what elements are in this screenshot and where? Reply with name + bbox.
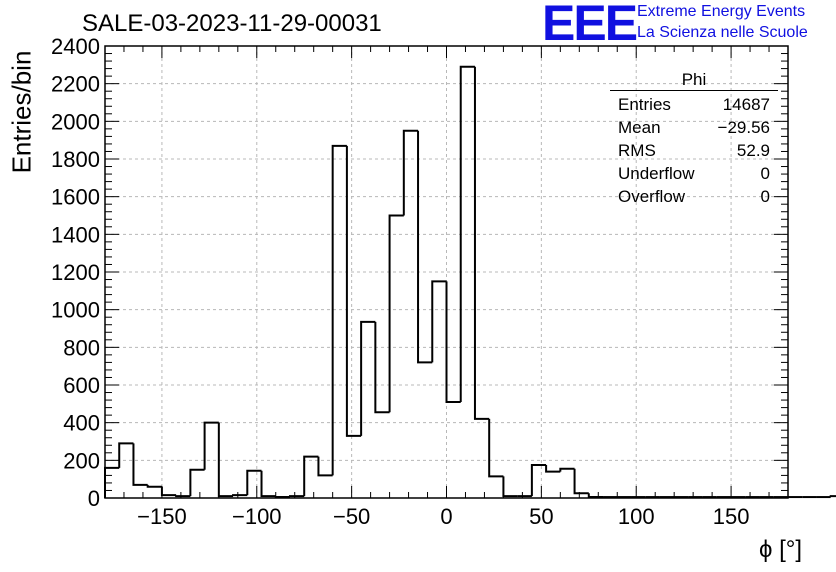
x-tick-label: 100 — [618, 504, 655, 529]
histogram-bin — [417, 130, 433, 364]
stats-label: Underflow — [618, 164, 695, 183]
stats-row-entries: Entries 14687 — [610, 93, 778, 116]
y-tick-label: 600 — [63, 373, 100, 398]
histogram-bin — [502, 476, 518, 498]
histogram-bin — [203, 421, 219, 470]
histogram-bin — [232, 494, 248, 497]
y-tick-label: 800 — [63, 335, 100, 360]
histogram-bin — [246, 469, 262, 496]
y-tick-label: 1600 — [51, 185, 100, 210]
histogram-bin — [288, 495, 305, 498]
stats-label: RMS — [618, 141, 656, 160]
y-tick-label: 2400 — [51, 34, 100, 59]
histogram-bin — [459, 65, 475, 402]
x-tick-label: −100 — [232, 504, 282, 529]
x-axis-label: ϕ [°] — [758, 536, 802, 563]
histogram-bin — [545, 465, 561, 473]
y-tick-label: 2200 — [51, 72, 100, 97]
histogram-bin — [829, 495, 836, 498]
stats-value: 14687 — [722, 95, 770, 114]
histogram-bin — [274, 496, 290, 499]
histogram-bin — [345, 145, 362, 437]
eee-logo: EEE — [542, 0, 638, 51]
histogram-bin — [530, 464, 547, 497]
histogram-bin — [317, 456, 333, 477]
x-tick-label: −50 — [333, 504, 370, 529]
histogram-bin — [132, 443, 148, 486]
histogram-bin — [559, 467, 575, 472]
stats-label: Overflow — [618, 187, 686, 206]
x-tick-label: 50 — [529, 504, 553, 529]
histogram-bin — [445, 281, 461, 403]
y-tick-label: 400 — [63, 411, 100, 436]
y-tick-label: 2000 — [51, 109, 100, 134]
histogram-bin — [488, 418, 504, 478]
histogram-bin — [431, 280, 447, 363]
histogram-bin — [260, 470, 276, 498]
histogram-bin — [118, 442, 134, 468]
stats-box: Phi Entries 14687 Mean −29.56 RMS 52.9 U… — [610, 70, 778, 208]
y-tick-label: 1400 — [51, 222, 100, 247]
stats-value: 52.9 — [736, 141, 770, 160]
y-axis-label: Entries/bin — [6, 50, 37, 174]
x-tick-label: −150 — [137, 504, 187, 529]
stats-value: 0 — [760, 187, 770, 206]
stats-row-underflow: Underflow 0 — [610, 162, 778, 185]
y-tick-label: 1800 — [51, 147, 100, 172]
histogram-bin — [573, 468, 589, 495]
x-tick-label: 0 — [440, 504, 452, 529]
stats-label: Mean — [618, 118, 661, 137]
histogram-bin — [331, 144, 347, 476]
histogram-bin — [374, 321, 390, 414]
stats-value: −29.56 — [717, 118, 770, 137]
y-tick-label: 200 — [63, 448, 100, 473]
histogram-bin — [360, 320, 376, 436]
histogram-bin — [189, 468, 205, 497]
y-tick-label: 0 — [88, 486, 100, 511]
stats-value: 0 — [760, 164, 770, 183]
stats-row-mean: Mean −29.56 — [610, 116, 778, 139]
histogram-bin — [587, 493, 604, 499]
histogram-bin — [303, 455, 319, 497]
stats-row-rms: RMS 52.9 — [610, 139, 778, 162]
histogram-bin — [402, 129, 419, 216]
logo-caption-line-1: Extreme Energy Events — [637, 3, 806, 20]
histogram-bin — [175, 495, 191, 498]
logo-caption-line-2: La Scienza nelle Scuole — [637, 24, 808, 41]
y-tick-label: 1200 — [51, 260, 100, 285]
x-tick-label: 150 — [713, 504, 750, 529]
stats-title: Phi — [610, 70, 778, 91]
histogram-bin — [160, 486, 177, 497]
stats-label: Entries — [618, 95, 671, 114]
histogram-bin — [473, 66, 490, 420]
y-tick-label: 1000 — [51, 298, 100, 323]
axes: −150 −100 −50 0 50 100 150 0 200 400 600 800 1000 120… — [51, 34, 789, 529]
histogram-bin — [146, 484, 162, 488]
histogram-bin — [388, 214, 404, 413]
histogram-bin — [217, 422, 234, 498]
stats-row-overflow: Overflow 0 — [610, 185, 778, 208]
chart-title: SALE-03-2023-11-29-00031 — [82, 10, 382, 37]
